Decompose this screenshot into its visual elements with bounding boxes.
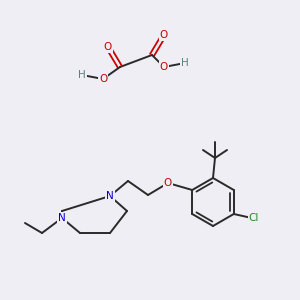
Text: O: O <box>164 178 172 188</box>
Text: O: O <box>99 74 107 84</box>
Text: O: O <box>104 42 112 52</box>
Text: N: N <box>106 191 114 201</box>
Text: H: H <box>78 70 86 80</box>
Text: H: H <box>181 58 189 68</box>
Text: O: O <box>160 62 168 72</box>
Text: O: O <box>160 30 168 40</box>
Text: Cl: Cl <box>249 213 259 223</box>
Text: N: N <box>58 213 66 223</box>
